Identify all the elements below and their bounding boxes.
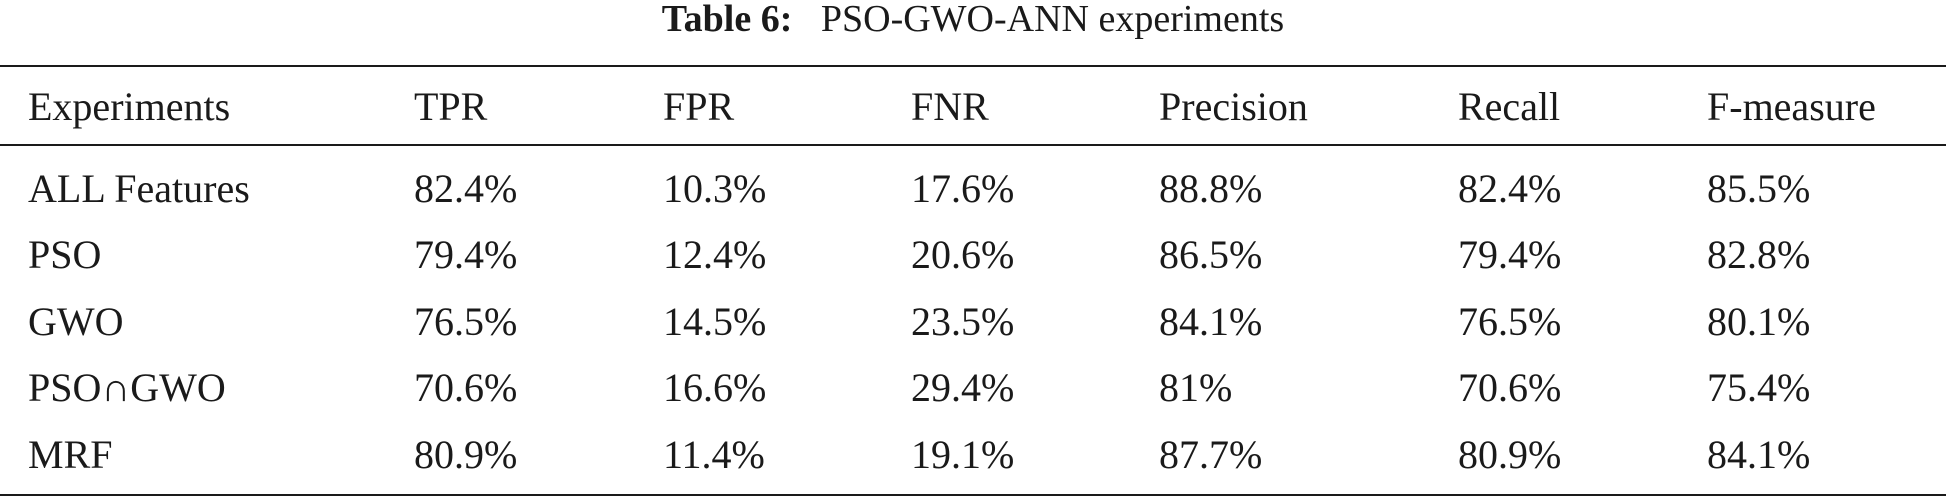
caption-label: Table 6: bbox=[661, 0, 793, 40]
header-precision: Precision bbox=[1159, 84, 1308, 129]
f-measure-cell: 82.8% bbox=[1707, 232, 1811, 277]
fpr-cell: 12.4% bbox=[663, 232, 767, 277]
fnr-cell: 17.6% bbox=[911, 166, 1015, 211]
row-label: PSO bbox=[28, 232, 102, 277]
precision-cell: 87.7% bbox=[1159, 432, 1263, 477]
precision-cell: 88.8% bbox=[1159, 166, 1263, 211]
precision-cell: 86.5% bbox=[1159, 232, 1263, 277]
row-label: GWO bbox=[28, 299, 124, 344]
row-label: PSO∩GWO bbox=[28, 365, 226, 410]
tpr-cell: 70.6% bbox=[414, 365, 518, 410]
fnr-cell: 20.6% bbox=[911, 232, 1015, 277]
caption-spacer bbox=[802, 0, 812, 40]
recall-cell: 76.5% bbox=[1458, 299, 1562, 344]
header-tpr: TPR bbox=[414, 84, 488, 129]
fpr-cell: 10.3% bbox=[663, 166, 767, 211]
tpr-cell: 76.5% bbox=[414, 299, 518, 344]
header-experiments: Experiments bbox=[28, 84, 231, 129]
tpr-cell: 82.4% bbox=[414, 166, 518, 211]
tpr-cell: 79.4% bbox=[414, 232, 518, 277]
f-measure-cell: 80.1% bbox=[1707, 299, 1811, 344]
f-measure-cell: 84.1% bbox=[1707, 432, 1811, 477]
precision-cell: 84.1% bbox=[1159, 299, 1263, 344]
f-measure-cell: 85.5% bbox=[1707, 166, 1811, 211]
fpr-cell: 14.5% bbox=[663, 299, 767, 344]
recall-cell: 70.6% bbox=[1458, 365, 1562, 410]
fnr-cell: 23.5% bbox=[911, 299, 1015, 344]
recall-cell: 80.9% bbox=[1458, 432, 1562, 477]
fpr-cell: 11.4% bbox=[663, 432, 765, 477]
precision-cell: 81% bbox=[1159, 365, 1233, 410]
tpr-cell: 80.9% bbox=[414, 432, 518, 477]
row-label: ALL Features bbox=[28, 166, 250, 211]
bottom-rule bbox=[0, 494, 1946, 496]
header-fnr: FNR bbox=[911, 84, 989, 129]
recall-cell: 79.4% bbox=[1458, 232, 1562, 277]
f-measure-cell: 75.4% bbox=[1707, 365, 1811, 410]
header-recall: Recall bbox=[1458, 84, 1561, 129]
fnr-cell: 29.4% bbox=[911, 365, 1015, 410]
header-fpr: FPR bbox=[663, 84, 735, 129]
fnr-cell: 19.1% bbox=[911, 432, 1015, 477]
table-caption: Table 6: PSO-GWO-ANN experiments bbox=[0, 0, 1946, 40]
header-f-measure: F-measure bbox=[1707, 84, 1876, 129]
header-rule bbox=[0, 144, 1946, 146]
row-label: MRF bbox=[28, 432, 113, 477]
top-rule bbox=[0, 65, 1946, 67]
fpr-cell: 16.6% bbox=[663, 365, 767, 410]
caption-text: PSO-GWO-ANN experiments bbox=[820, 0, 1285, 40]
recall-cell: 82.4% bbox=[1458, 166, 1562, 211]
